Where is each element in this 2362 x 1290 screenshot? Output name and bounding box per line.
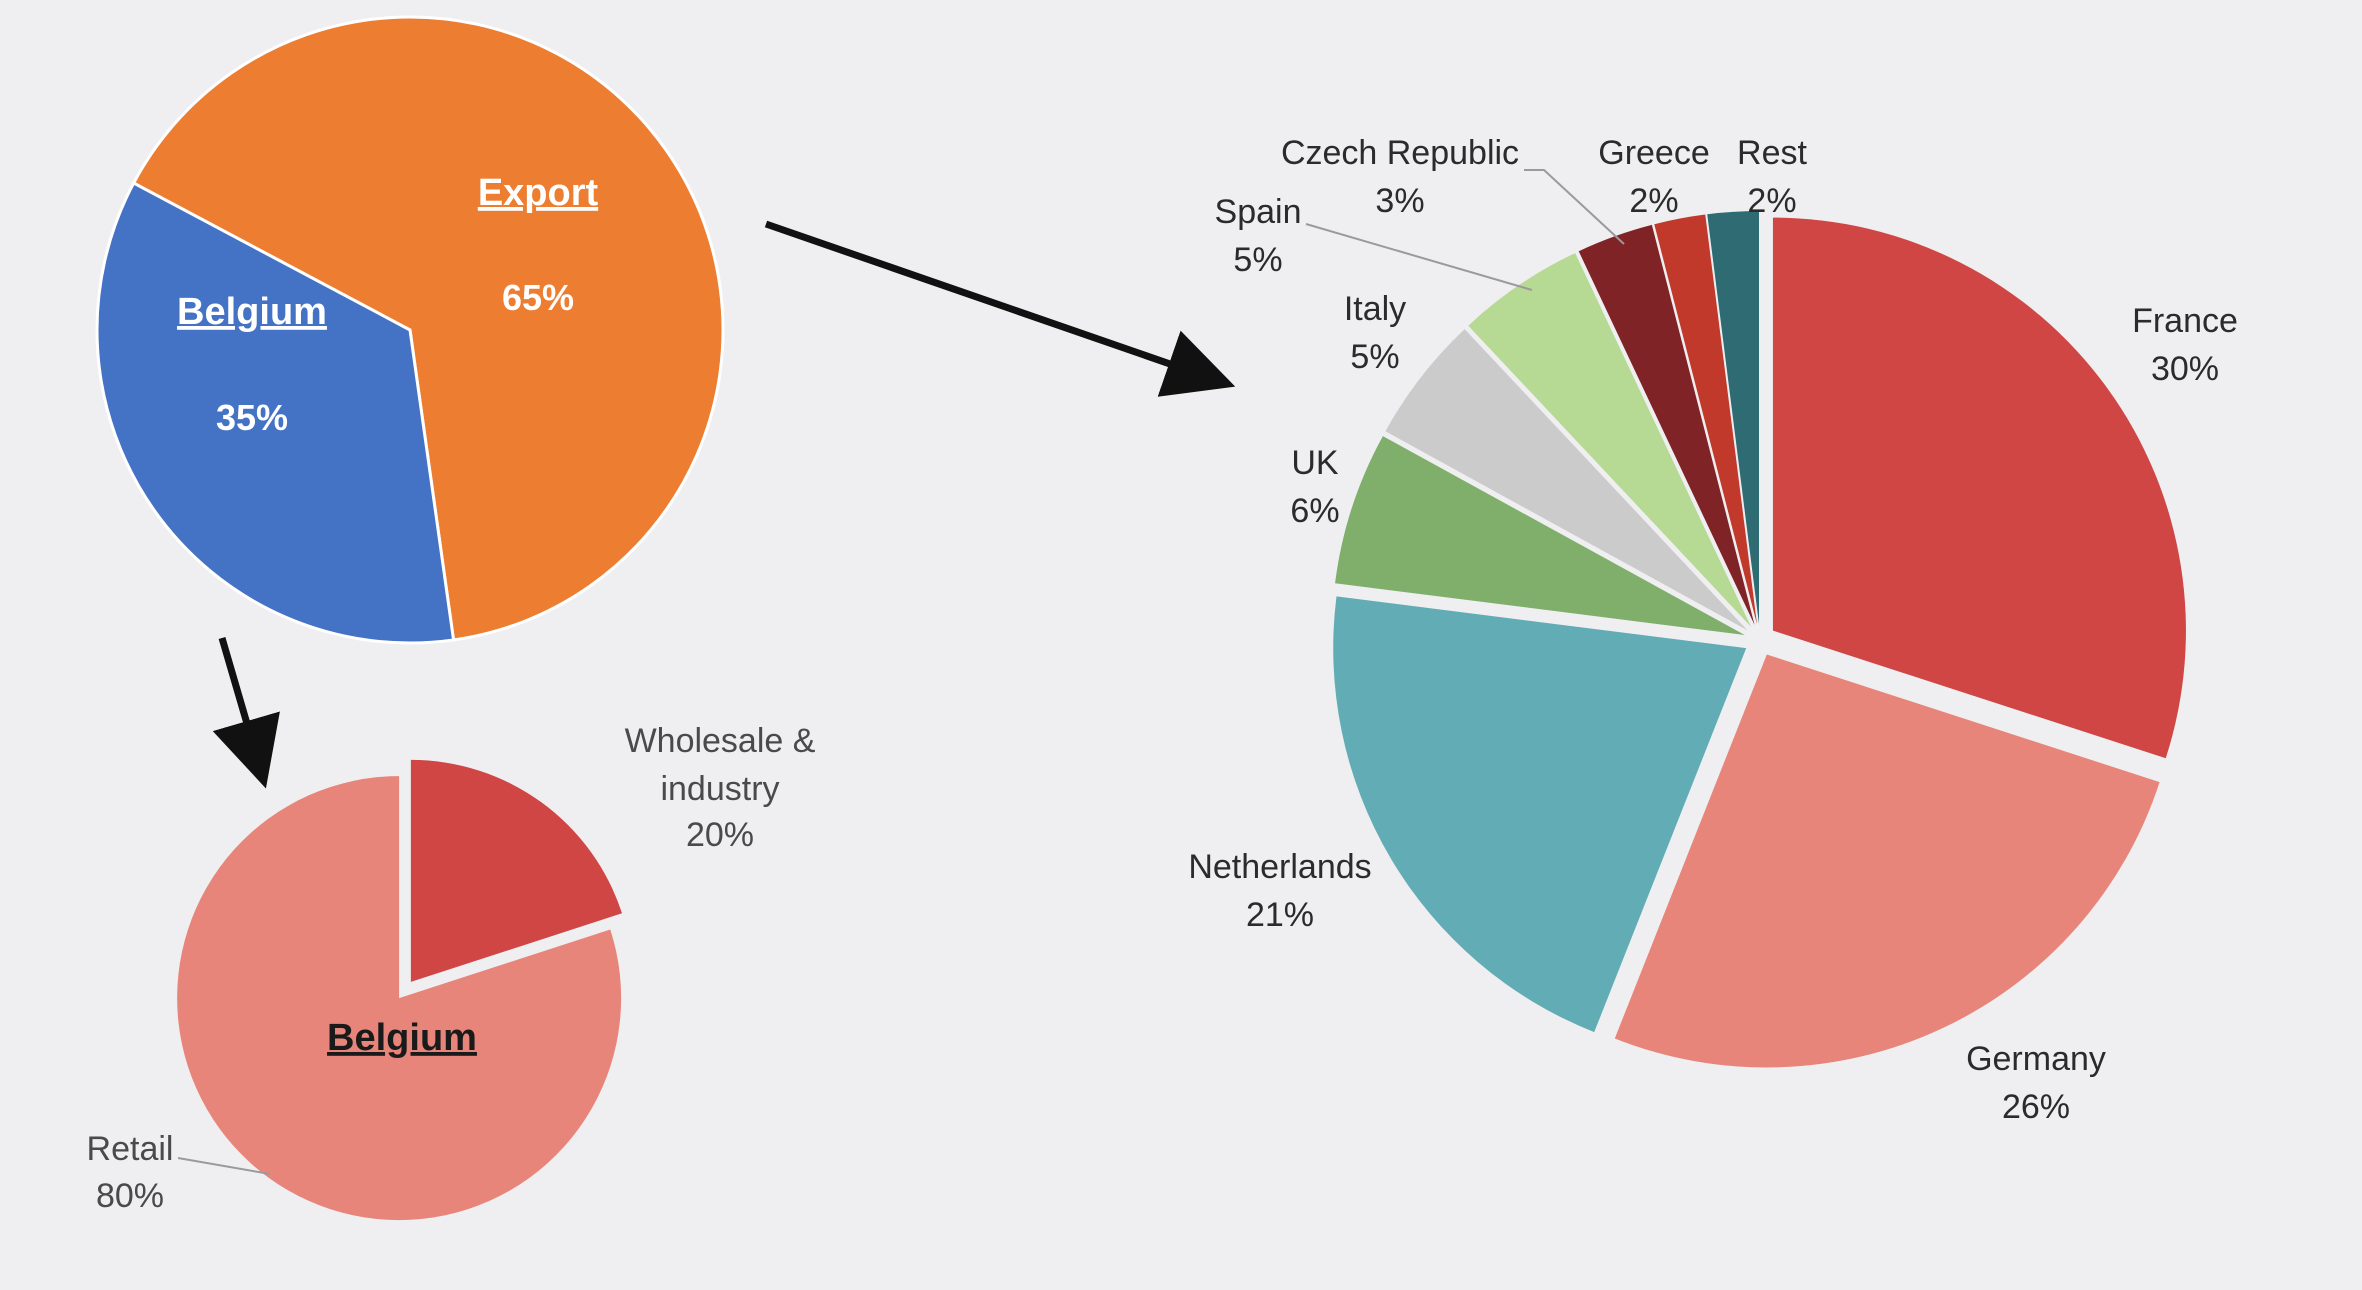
pie-slice-rest xyxy=(1707,211,1759,625)
label-belgium: Belgium xyxy=(177,291,327,333)
pie-overview: Export 65% Belgium 35% xyxy=(95,15,725,645)
pie-slice-czech-republic xyxy=(1578,224,1755,625)
value-spain: 5% xyxy=(1233,241,1282,279)
label-wholesale-line2: industry xyxy=(660,770,779,808)
label-retail: Retail xyxy=(87,1130,174,1168)
pie-slice-italy xyxy=(1385,329,1748,631)
value-italy: 5% xyxy=(1350,338,1399,376)
leader-spain xyxy=(1305,223,1533,291)
leader-retail xyxy=(177,1157,271,1175)
value-germany: 26% xyxy=(2002,1088,2070,1126)
value-belgium: 35% xyxy=(216,397,288,438)
pie-slice-spain xyxy=(1468,253,1752,627)
label-france: France xyxy=(2132,302,2238,340)
value-netherlands: 21% xyxy=(1246,896,1314,934)
pie-slice-germany xyxy=(1614,654,2160,1068)
value-greece: 2% xyxy=(1629,182,1678,220)
label-czech-republic: Czech Republic xyxy=(1281,134,1519,172)
pie-slice-france xyxy=(1772,217,2186,759)
value-france: 30% xyxy=(2151,350,2219,388)
pie-slice-netherlands xyxy=(1333,596,1747,1033)
label-wholesale: Wholesale & xyxy=(625,722,816,760)
value-export: 65% xyxy=(502,277,574,318)
pie-slice-wholesale xyxy=(410,759,623,982)
pie-slice-greece xyxy=(1654,214,1758,625)
label-germany: Germany xyxy=(1966,1040,2106,1078)
value-czech-republic: 3% xyxy=(1375,182,1424,220)
label-rest: Rest xyxy=(1737,134,1807,172)
pie-belgium: Belgium Wholesale & industry 20% Retail … xyxy=(87,722,816,1221)
label-netherlands: Netherlands xyxy=(1188,848,1371,886)
value-uk: 6% xyxy=(1290,492,1339,530)
pie-slice-retail xyxy=(177,776,622,1221)
pie-export-countries: France 30% Germany 26% Netherlands 21% U… xyxy=(1188,134,2238,1126)
value-retail: 80% xyxy=(96,1177,164,1215)
pie-slice-belgium xyxy=(95,181,456,645)
label-spain: Spain xyxy=(1215,193,1302,231)
label-uk: UK xyxy=(1291,444,1339,482)
value-rest: 2% xyxy=(1747,182,1796,220)
label-greece: Greece xyxy=(1598,134,1710,172)
value-wholesale: 20% xyxy=(686,816,754,854)
pie-title-belgium: Belgium xyxy=(327,1017,477,1059)
arrow-to-export xyxy=(764,220,1236,397)
pie-slice-export xyxy=(131,15,725,642)
leader-czech-republic xyxy=(1524,169,1625,245)
label-export: Export xyxy=(478,172,599,214)
pie-slice-uk xyxy=(1335,436,1745,636)
label-italy: Italy xyxy=(1344,290,1406,328)
arrow-to-belgium xyxy=(212,637,280,789)
